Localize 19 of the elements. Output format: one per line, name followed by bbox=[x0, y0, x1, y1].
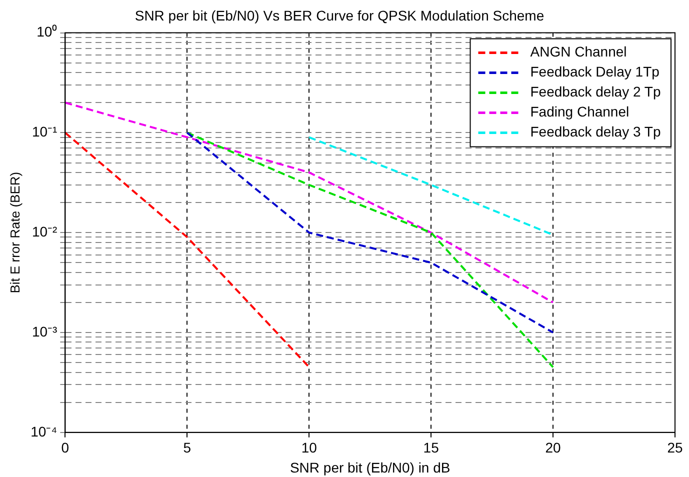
y-tick-label: 10⁻² bbox=[32, 223, 58, 240]
x-tick-label: 0 bbox=[61, 440, 70, 456]
x-tick-label: 15 bbox=[423, 440, 440, 456]
y-tick-label: 10⁰ bbox=[36, 24, 58, 40]
x-tick-label: 5 bbox=[183, 440, 192, 456]
legend-label: Feedback delay 3 Tp bbox=[530, 124, 661, 140]
x-tick-label: 20 bbox=[545, 440, 562, 456]
y-axis-title: Bit E rror Rate (BER) bbox=[7, 172, 22, 294]
x-axis-title: SNR per bit (Eb/N0) in dB bbox=[290, 459, 450, 476]
x-tick-label: 10 bbox=[301, 440, 318, 456]
legend-label: Fading Channel bbox=[530, 104, 630, 120]
x-tick-label: 25 bbox=[667, 440, 683, 456]
chart-title: SNR per bit (Eb/N0) Vs BER Curve for QPSK Modulation Scheme bbox=[134, 7, 544, 24]
legend-label: ANGN Channel bbox=[530, 44, 627, 60]
legend-label: Feedback Delay 1Tp bbox=[530, 64, 660, 80]
y-tick-label: 10⁻¹ bbox=[32, 124, 58, 140]
y-tick-label: 10⁻⁴ bbox=[30, 423, 58, 440]
y-tick-label: 10⁻³ bbox=[32, 323, 58, 340]
legend-label: Feedback delay 2 Tp bbox=[530, 84, 661, 100]
